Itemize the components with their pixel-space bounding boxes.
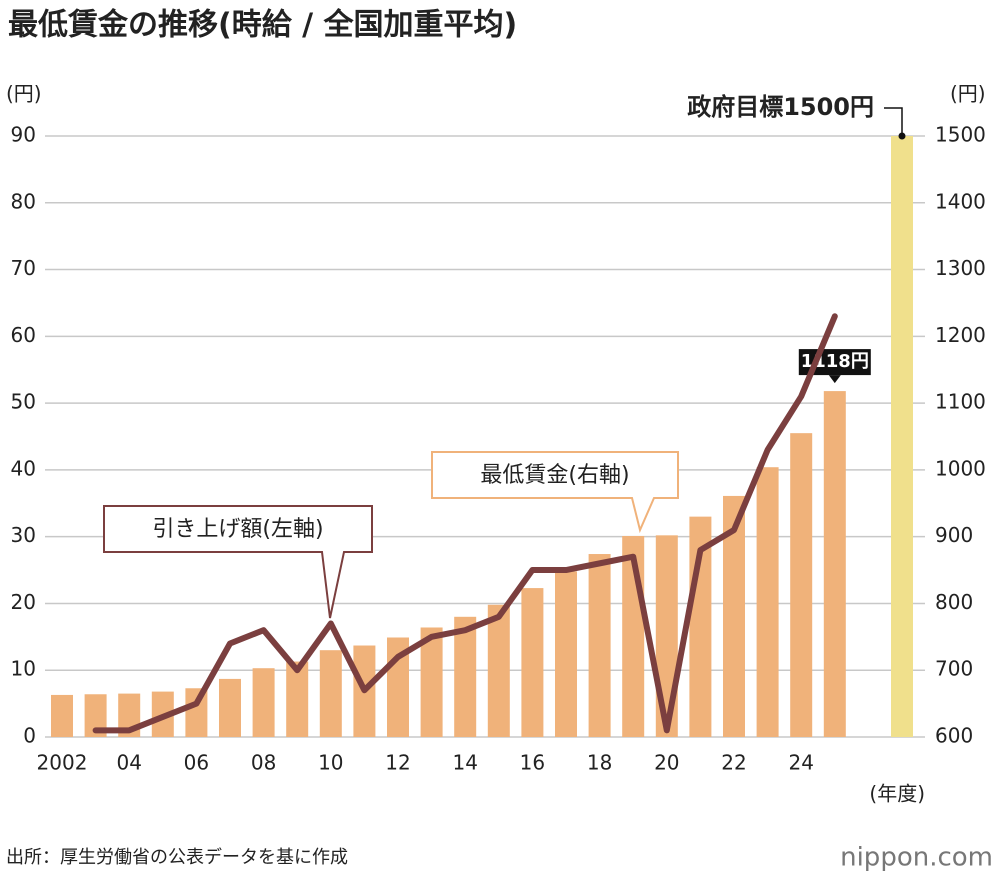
x-tick-label: 14: [452, 751, 477, 775]
y2-axis-label: (円): [950, 82, 986, 106]
y-tick-label: 80: [11, 189, 36, 213]
bar: [252, 668, 275, 737]
y-tick-label: 40: [11, 456, 36, 480]
callout-box: [431, 451, 679, 534]
brand: nippon.com: [840, 843, 993, 873]
bar: [823, 391, 846, 737]
chart-title: 最低賃金の推移(時給 / 全国加重平均): [8, 8, 517, 43]
y2-tick-label: 700: [935, 657, 973, 681]
x-tick-label: 12: [385, 751, 410, 775]
x-tick-label: 22: [721, 751, 746, 775]
y-tick-label: 20: [11, 590, 36, 614]
source: 出所：厚生労働省の公表データを基に作成: [6, 847, 348, 868]
y2-tick-label: 1100: [935, 390, 986, 414]
y-tick-label: 0: [23, 724, 36, 748]
y2-tick-label: 800: [935, 590, 973, 614]
bar: [588, 554, 611, 737]
bar: [51, 694, 73, 737]
bar: [790, 433, 813, 737]
bar: [487, 604, 510, 737]
y-tick-label: 70: [11, 256, 36, 280]
y-tick-label: 30: [11, 523, 36, 547]
x-tick-label: 08: [251, 751, 276, 775]
y-tick-label: 50: [11, 390, 36, 414]
bar: [756, 467, 779, 737]
x-tick-label: 04: [116, 751, 141, 775]
y2-tick-label: 1000: [935, 456, 986, 480]
y2-tick-label: 600: [935, 724, 973, 748]
x-tick-label: 24: [788, 751, 813, 775]
bar: [286, 661, 309, 737]
target-leader: [884, 107, 903, 136]
callout-box: [103, 505, 373, 619]
x-tick-label: 20: [654, 751, 679, 775]
x-tick-label: 2002: [37, 751, 88, 775]
bar: [84, 694, 107, 737]
bar: [420, 627, 443, 737]
y2-tick-label: 1300: [935, 256, 986, 280]
y2-tick-label: 900: [935, 523, 973, 547]
bar: [891, 136, 913, 737]
x-tick-label: 06: [184, 751, 209, 775]
x-tick-label: 16: [520, 751, 545, 775]
y-tick-label: 60: [11, 323, 36, 347]
bar: [555, 571, 577, 737]
target-label: 政府目標1500円: [687, 93, 874, 121]
bar: [655, 535, 678, 737]
bar: [454, 616, 477, 737]
x-axis-label: (年度): [869, 782, 925, 806]
y-tick-label: 10: [11, 657, 36, 681]
y2-tick-label: 1500: [935, 123, 986, 147]
y-tick-label: 90: [11, 123, 36, 147]
bar: [723, 495, 745, 737]
line: [92, 313, 838, 734]
bar: [319, 650, 342, 737]
series-label: 最低賃金(右軸): [480, 463, 629, 488]
bar: [185, 688, 208, 737]
y2-tick-label: 1200: [935, 323, 986, 347]
bar: [219, 678, 241, 737]
bar: [521, 588, 544, 737]
value-label-pointer: [828, 375, 841, 384]
y2-tick-label: 1400: [935, 189, 986, 213]
y-axis-label: (円): [6, 82, 42, 106]
x-tick-label: 18: [587, 751, 612, 775]
x-tick-label: 10: [318, 751, 343, 775]
series-label: 引き上げ額(左軸): [152, 517, 323, 542]
